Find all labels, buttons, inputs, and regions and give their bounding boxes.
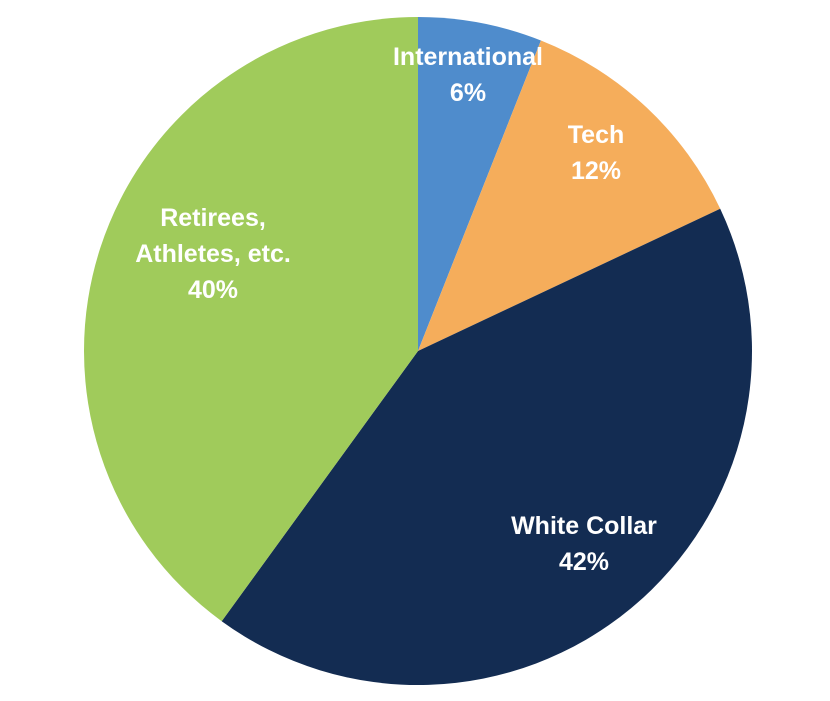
slice-value-label-0: 6% xyxy=(450,79,486,107)
slice-name-label-3: Retirees, xyxy=(160,204,266,232)
slice-value-label-2: 42% xyxy=(559,548,609,576)
pie-slice-3 xyxy=(84,17,418,622)
slice-name-label-2: White Collar xyxy=(511,512,657,540)
pie-slice-2 xyxy=(221,208,752,685)
slice-name-label-0: International xyxy=(393,43,543,71)
slice-name-label-3: Athletes, etc. xyxy=(135,240,291,268)
pie-labels: International 6% Tech 12% White Collar 42% Ret… xyxy=(135,43,657,576)
pie-slices xyxy=(84,17,752,685)
slice-name-label-1: Tech xyxy=(568,121,625,149)
pie-slice-1 xyxy=(418,40,721,352)
slice-value-label-1: 12% xyxy=(571,157,621,185)
pie-slice-0 xyxy=(418,17,541,351)
slice-value-label-3: 40% xyxy=(188,276,238,304)
